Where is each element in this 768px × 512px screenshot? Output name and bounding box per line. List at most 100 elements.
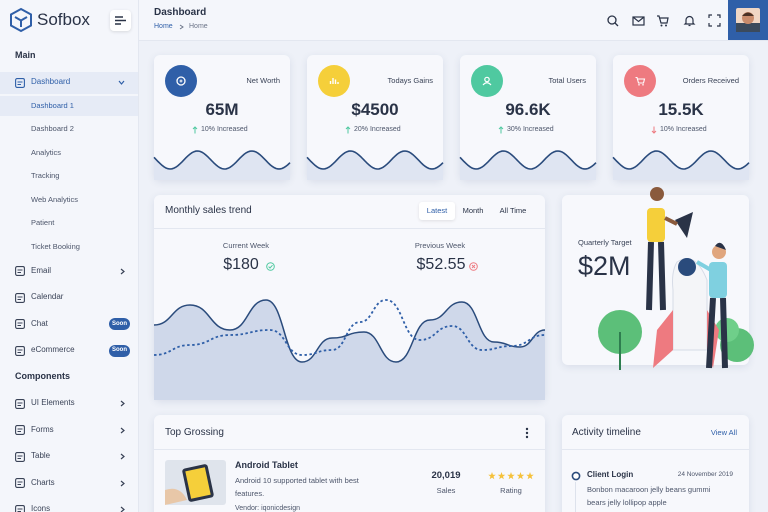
stat-change: 10% Increased xyxy=(201,126,248,134)
chevron xyxy=(120,268,125,274)
stat-value: $4500 xyxy=(351,99,399,119)
badge xyxy=(109,318,130,330)
header-icon[interactable] xyxy=(632,14,645,27)
stat-change: 20% Increased xyxy=(354,126,401,134)
sidebar-heading: Components xyxy=(15,371,70,382)
sidebar-label: Calendar xyxy=(31,292,64,302)
sidebar-label: eCommerce xyxy=(31,345,75,355)
view-all-link[interactable]: View All xyxy=(710,427,737,437)
sidebar-sublabel: Web Analytics xyxy=(31,194,78,204)
sidebar-sublabel: Patient xyxy=(31,218,55,228)
sidebar-icon xyxy=(15,398,25,409)
product-vendor: Vendor: iqonicdesign xyxy=(235,505,300,512)
breadcrumb-sep xyxy=(179,24,184,30)
activity-date: 24 November 2019 xyxy=(677,471,733,479)
sidebar-icon xyxy=(15,77,25,88)
change-arrow xyxy=(192,126,198,134)
page-title: Dashboard xyxy=(154,6,207,18)
tab[interactable]: Month xyxy=(462,205,484,215)
stat-label: Net Worth xyxy=(246,75,280,85)
change-arrow xyxy=(651,126,657,134)
stat-icon xyxy=(624,65,656,97)
sidebar-heading: Main xyxy=(15,50,36,61)
sidebar-subitem[interactable] xyxy=(0,214,138,234)
sidebar-label: Dashboard xyxy=(31,77,71,87)
stat-wave xyxy=(153,150,291,180)
badge-label: Soon xyxy=(112,347,127,354)
header-icon[interactable] xyxy=(708,14,721,27)
sales-area-chart xyxy=(153,299,546,400)
badge-label: Soon xyxy=(112,320,127,327)
stat-label: Todays Gains xyxy=(387,75,433,85)
product-sales: 20,019 xyxy=(431,469,461,481)
stat-value: 65M xyxy=(205,99,239,119)
sidebar-label: UI Elements xyxy=(31,398,75,408)
product-name: Android Tablet xyxy=(235,460,298,471)
stat-wave xyxy=(306,150,444,180)
sidebar-sublabel: Dashboard 1 xyxy=(31,100,74,110)
week-value: $180 xyxy=(223,256,259,274)
top-bar xyxy=(139,0,768,41)
badge xyxy=(109,344,130,357)
sidebar-sublabel: Ticket Booking xyxy=(31,241,80,251)
sidebar-icon xyxy=(15,451,25,462)
sidebar-subitem[interactable] xyxy=(0,167,138,187)
stat-wave xyxy=(459,150,597,180)
header-icon[interactable] xyxy=(656,14,669,27)
stat-value: 15.5K xyxy=(658,99,704,119)
sidebar-sub-active-bg xyxy=(0,96,138,116)
kebab-menu[interactable] xyxy=(524,427,530,439)
product-description: features. xyxy=(235,488,265,498)
product-image xyxy=(165,460,226,505)
change-arrow xyxy=(345,126,351,134)
stat-label: Total Users xyxy=(548,75,586,85)
header-icon[interactable] xyxy=(683,14,696,27)
rating-label: Rating xyxy=(500,485,522,495)
sidebar-subitem[interactable] xyxy=(0,143,138,163)
sidebar-sublabel: Tracking xyxy=(31,171,60,181)
timeline-dot xyxy=(571,471,581,481)
breadcrumb-item[interactable]: Home xyxy=(154,23,173,31)
rating-stars xyxy=(488,472,534,480)
sidebar-label: Icons xyxy=(31,504,51,512)
sidebar-label: Table xyxy=(31,451,51,461)
stat-value: 96.6K xyxy=(505,99,551,119)
stat-label: Orders Received xyxy=(682,75,739,85)
sidebar-icon xyxy=(15,478,25,488)
activity-card xyxy=(562,415,749,512)
sidebar-label: Charts xyxy=(31,477,55,487)
chevron xyxy=(120,506,125,512)
quarterly-value: $2M xyxy=(578,251,631,282)
menu-icon xyxy=(115,16,126,25)
sidebar-icon xyxy=(15,345,25,356)
stat-wave xyxy=(612,150,750,180)
header-icon[interactable] xyxy=(606,14,619,27)
activity-text: Bonbon macaroon jelly beans gummi xyxy=(587,484,711,494)
check-icon xyxy=(266,262,275,271)
stat-icon xyxy=(471,65,503,97)
card-title: Top Grossing xyxy=(165,426,224,438)
stat-change: 10% Increased xyxy=(660,126,707,134)
chevron xyxy=(120,480,125,486)
sidebar-label: Forms xyxy=(31,424,54,434)
week-label: Previous Week xyxy=(414,240,466,250)
sidebar-active-bg xyxy=(0,71,138,94)
chevron xyxy=(120,453,125,460)
tab[interactable]: Latest xyxy=(426,205,448,215)
week-value: $52.55 xyxy=(416,256,466,274)
sidebar-sublabel: Analytics xyxy=(31,147,62,157)
avatar xyxy=(736,8,760,32)
brand-name: Sofbox xyxy=(37,9,90,29)
activity-title: Client Login xyxy=(587,469,634,479)
sidebar-icon xyxy=(15,319,25,329)
sidebar-label: Email xyxy=(31,265,52,275)
card-title: Monthly sales trend xyxy=(165,204,252,216)
sales-label: Sales xyxy=(436,485,456,495)
chevron xyxy=(118,80,125,85)
chevron xyxy=(120,400,125,407)
sidebar-label: Chat xyxy=(31,318,48,328)
tab[interactable]: All Time xyxy=(499,205,527,215)
timeline-line xyxy=(575,482,576,512)
